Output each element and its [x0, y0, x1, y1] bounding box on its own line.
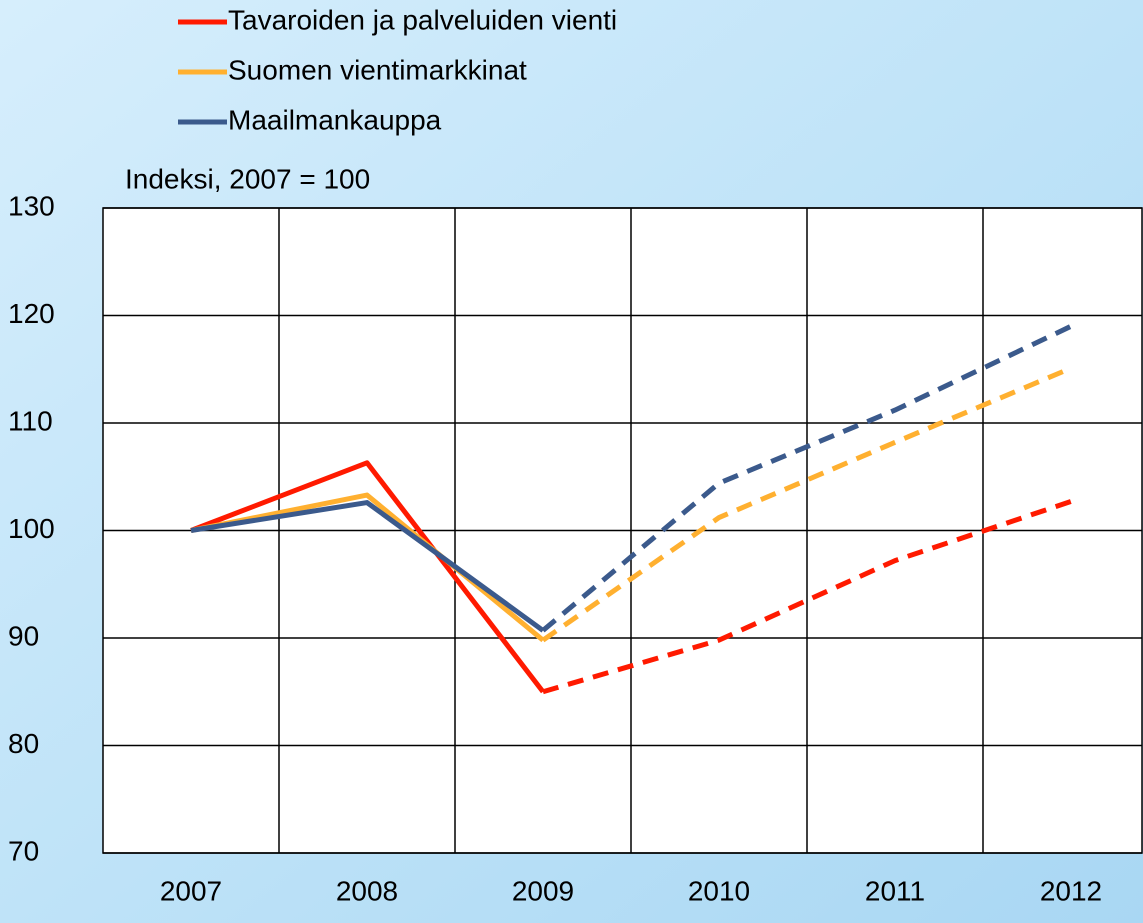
y-tick-label: 80 — [8, 728, 39, 759]
y-tick-label: 100 — [8, 513, 55, 544]
y-tick-label: 70 — [8, 835, 39, 866]
y-axis-label: Indeksi, 2007 = 100 — [125, 163, 370, 194]
y-tick-label: 130 — [8, 190, 55, 221]
x-tick-label: 2011 — [865, 875, 925, 906]
series-line — [542, 499, 1072, 695]
y-tick-label: 120 — [8, 298, 55, 329]
x-tick-label: 2009 — [512, 875, 574, 906]
series-line — [541, 323, 1073, 633]
legend-label: Maailmankauppa — [228, 104, 442, 135]
y-tick-label: 110 — [8, 405, 53, 436]
x-tick-label: 2010 — [688, 875, 750, 906]
series-line — [541, 365, 1072, 643]
x-tick-label: 2008 — [336, 875, 398, 906]
series-line — [190, 460, 545, 694]
y-tick-label: 90 — [8, 620, 39, 651]
x-tick-label: 2007 — [160, 875, 222, 906]
legend-label: Tavaroiden ja palveluiden vienti — [228, 4, 617, 35]
series-line — [190, 500, 545, 633]
legend-label: Suomen vientimarkkinat — [228, 54, 527, 85]
x-tick-label: 2012 — [1040, 875, 1102, 906]
